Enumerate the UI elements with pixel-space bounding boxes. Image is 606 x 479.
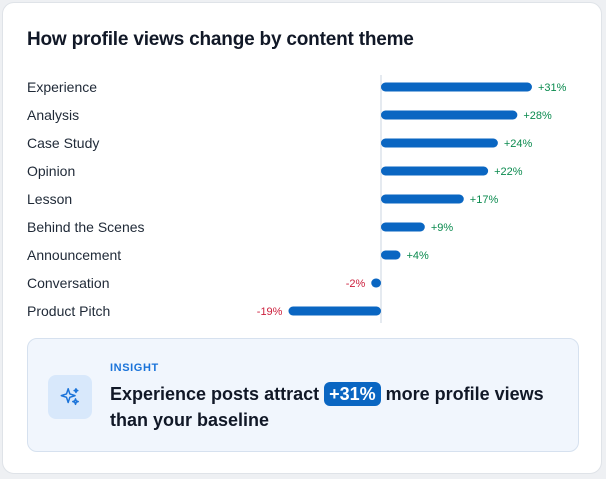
- insight-tag: INSIGHT: [110, 362, 159, 374]
- bar: [371, 278, 381, 288]
- category-label: Experience: [27, 79, 97, 95]
- insight-highlight-badge: +31%: [324, 382, 381, 406]
- category-label: Case Study: [27, 135, 99, 151]
- bar: [381, 194, 464, 204]
- bar: [381, 166, 489, 176]
- value-label: +9%: [431, 222, 454, 234]
- sparkle-icon: [48, 375, 92, 419]
- bar: [381, 250, 401, 260]
- insight-panel: INSIGHT Experience posts attract +31% mo…: [27, 338, 579, 452]
- chart-card: How profile views change by content them…: [2, 2, 602, 474]
- category-label: Lesson: [27, 191, 72, 207]
- bar: [288, 306, 381, 316]
- value-label: +22%: [494, 166, 523, 178]
- chart-title: How profile views change by content them…: [27, 29, 414, 50]
- value-label: +28%: [523, 110, 552, 122]
- category-label: Product Pitch: [27, 303, 110, 319]
- category-label: Behind the Scenes: [27, 219, 145, 235]
- bar: [381, 110, 518, 120]
- insight-text: Experience posts attract +31% more profi…: [110, 381, 560, 433]
- value-label: -19%: [257, 306, 283, 318]
- insight-text-after: more profile views than your baseline: [110, 384, 544, 430]
- value-label: -2%: [346, 278, 366, 290]
- category-label: Announcement: [27, 247, 121, 263]
- value-label: +4%: [406, 250, 429, 262]
- value-label: +17%: [470, 194, 499, 206]
- bar: [381, 222, 425, 232]
- category-label: Conversation: [27, 275, 110, 291]
- category-label: Opinion: [27, 163, 75, 179]
- bar: [381, 82, 532, 92]
- value-label: +24%: [504, 138, 533, 150]
- category-label: Analysis: [27, 107, 79, 123]
- value-label: +31%: [538, 82, 567, 94]
- bar-chart: Experience +31% Analysis +28% Case Study +24%…: [27, 75, 567, 323]
- insight-text-before: Experience posts attract: [110, 384, 325, 404]
- bar: [381, 138, 498, 148]
